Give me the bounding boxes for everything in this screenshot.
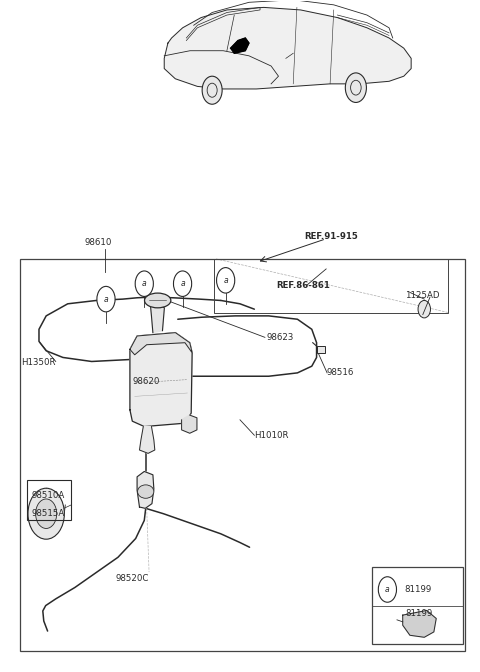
Text: a: a [223,276,228,285]
Circle shape [36,499,57,528]
Circle shape [135,271,154,296]
Text: H1010R: H1010R [254,431,289,439]
Bar [20,259,465,651]
Circle shape [345,73,366,102]
Text: a: a [142,279,146,288]
Text: 98610: 98610 [84,238,112,247]
Circle shape [202,76,222,104]
Text: 98516: 98516 [326,368,354,378]
Text: a: a [180,279,185,288]
Bar [214,259,448,312]
Polygon shape [230,38,249,53]
Text: 98623: 98623 [266,333,294,342]
Text: 81199: 81199 [404,585,432,594]
Bar [317,346,325,353]
Text: 98510A: 98510A [32,491,65,500]
Polygon shape [164,7,411,89]
Text: 98520C: 98520C [116,575,149,583]
Text: a: a [385,585,390,594]
Ellipse shape [138,485,154,498]
Polygon shape [151,304,164,333]
Polygon shape [140,427,155,454]
Circle shape [378,577,396,602]
Bar [27,480,71,520]
Circle shape [350,80,361,95]
Text: a: a [104,294,108,304]
Ellipse shape [144,293,171,308]
Polygon shape [130,333,192,355]
Circle shape [216,267,235,293]
Circle shape [418,300,431,318]
Circle shape [97,286,115,312]
Text: REF.86-861: REF.86-861 [276,281,330,290]
Circle shape [173,271,192,296]
Polygon shape [181,415,197,433]
Polygon shape [130,333,192,427]
Text: H1350R: H1350R [21,358,55,368]
Polygon shape [137,472,154,508]
Text: 81199: 81199 [405,609,432,618]
Text: 98620: 98620 [132,377,160,386]
Text: REF.91-915: REF.91-915 [305,233,359,241]
Polygon shape [403,610,436,637]
Text: 98515A: 98515A [32,509,65,518]
Text: 1125AD: 1125AD [405,291,440,300]
Bar [372,567,463,644]
Circle shape [207,83,217,97]
Circle shape [28,489,64,539]
